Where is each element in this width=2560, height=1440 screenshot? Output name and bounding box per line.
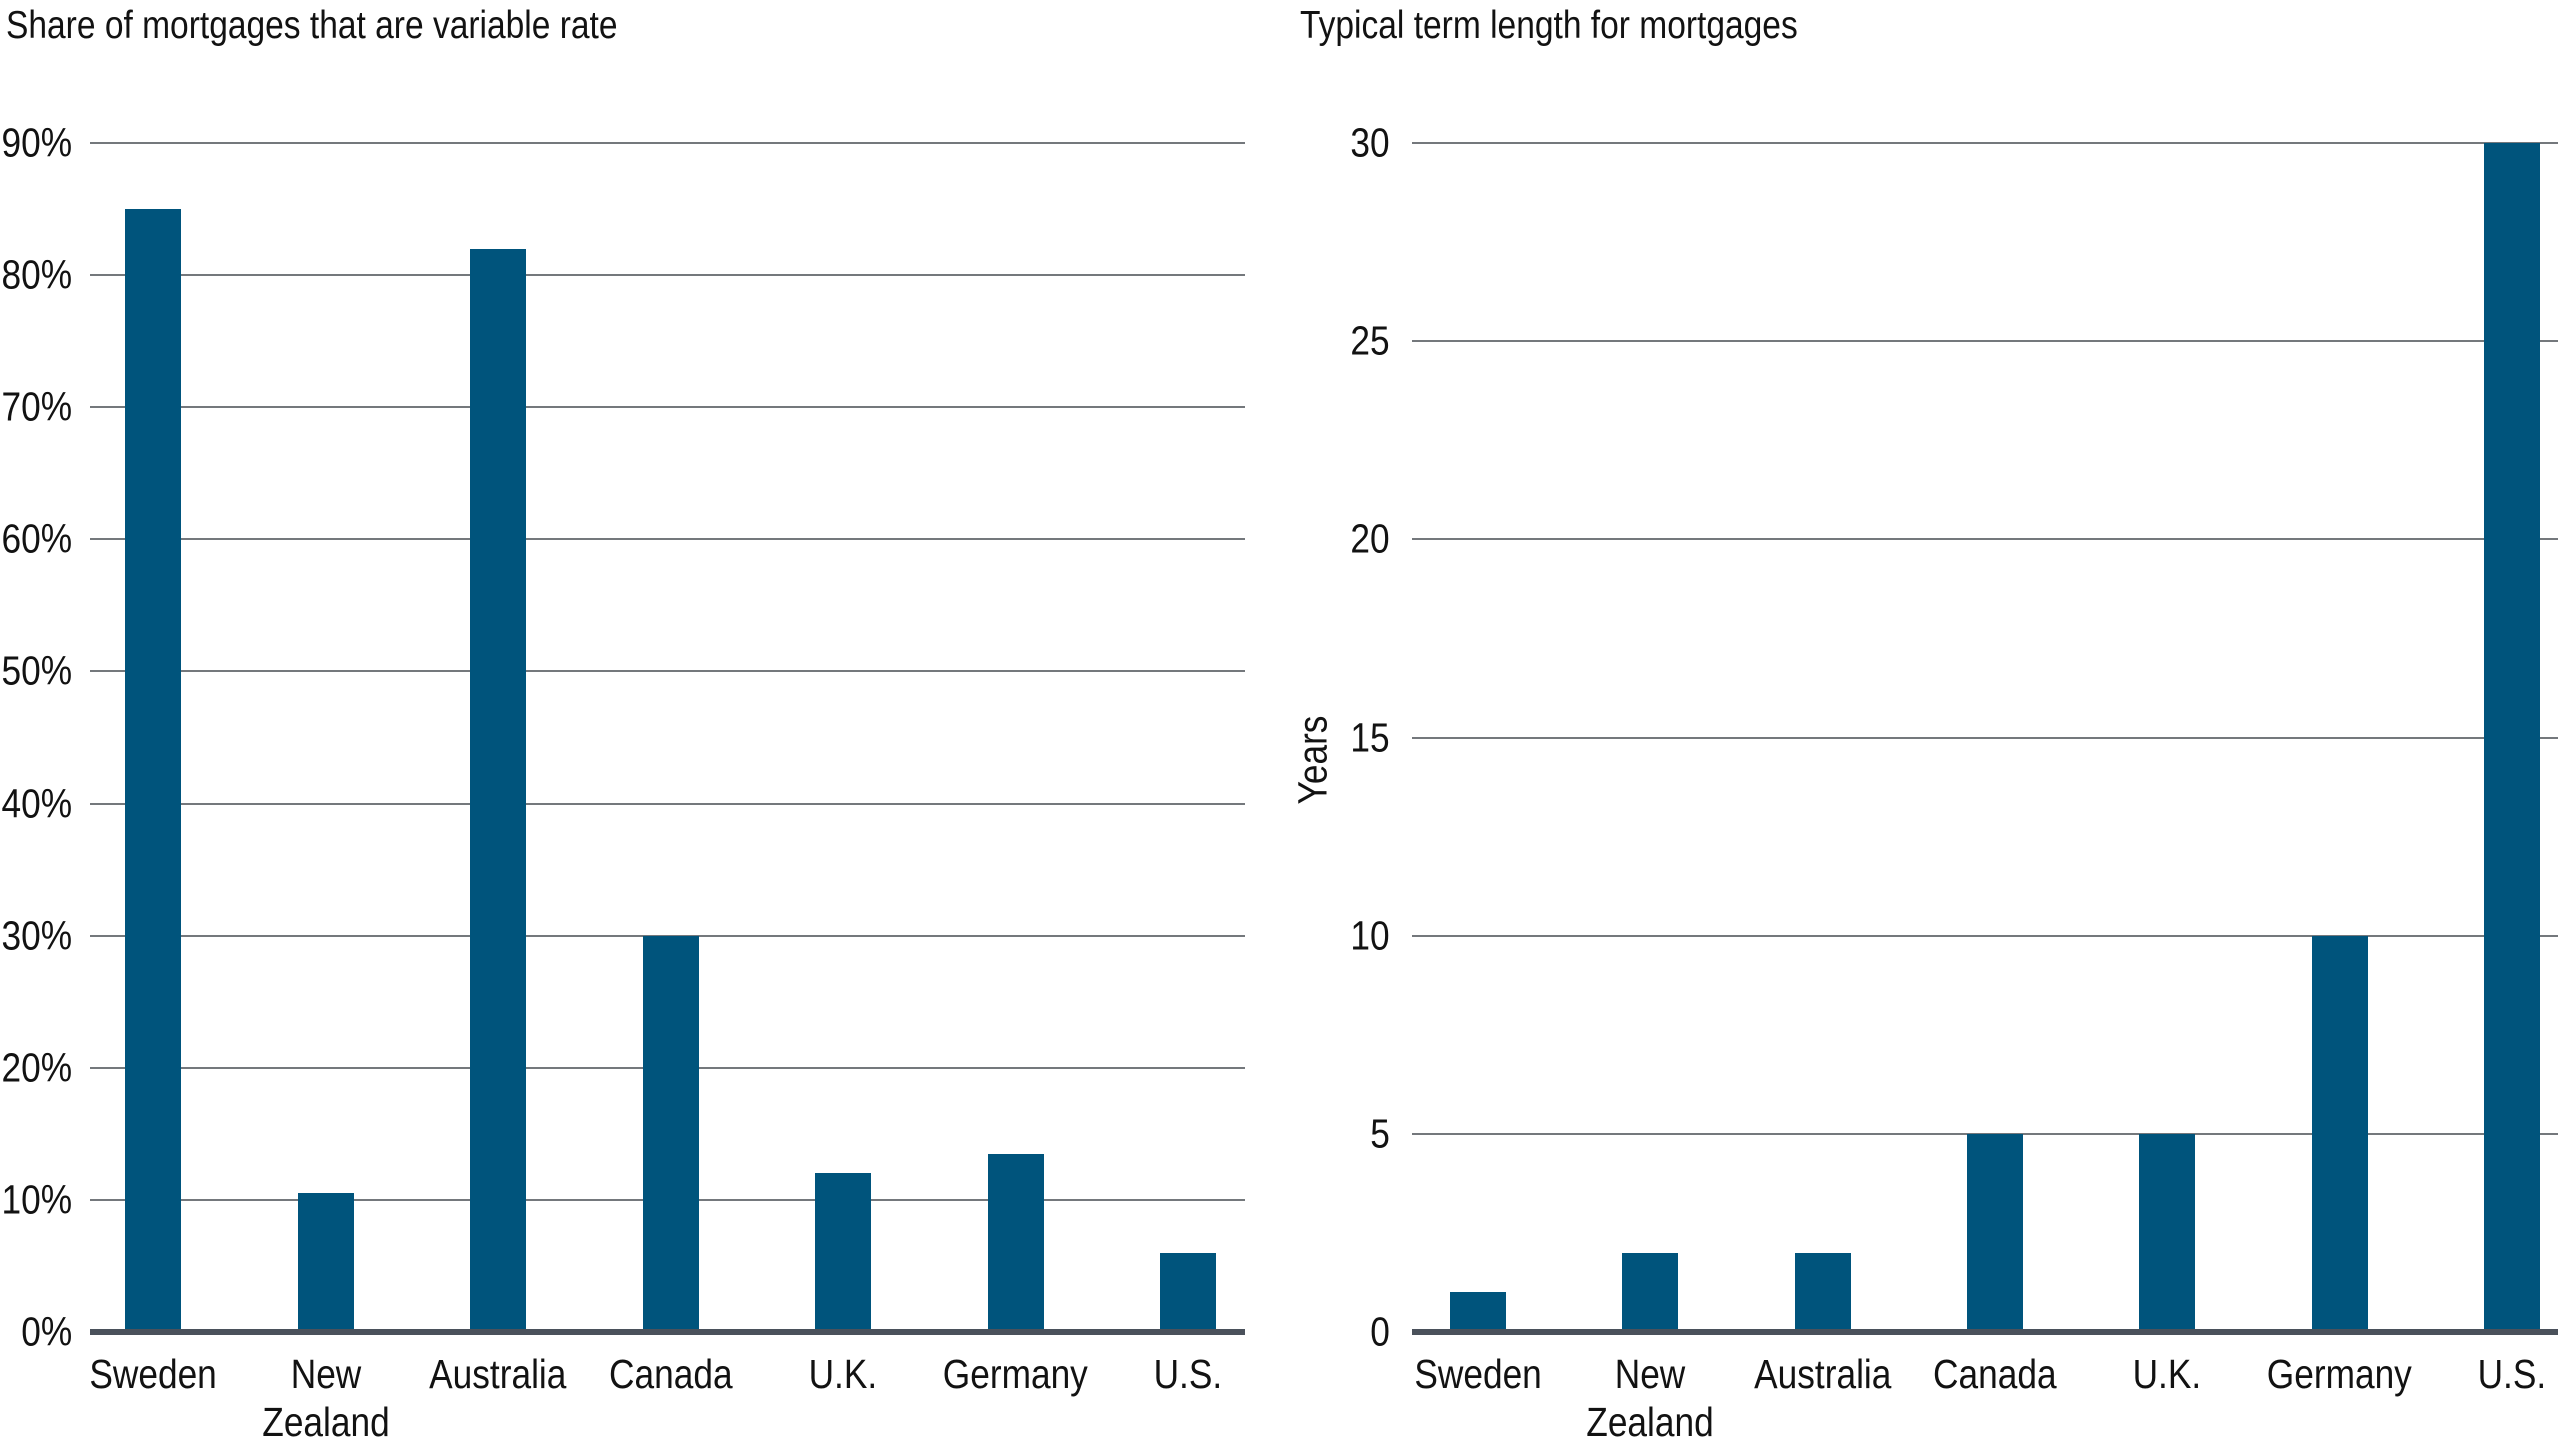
- x-axis-line: [90, 1329, 1245, 1335]
- x-labels-row: Sweden New Zealand Australia Canada U.K. Germ…: [1412, 1350, 2558, 1440]
- y-tick-20: 20%: [1, 1044, 72, 1091]
- gridline-30: [1412, 142, 2558, 144]
- x-label-u-k: U.K.: [2132, 1351, 2202, 1397]
- chart-title: Typical term length for mortgages: [1300, 2, 1879, 51]
- chart-title: Share of mortgages that are variable rat…: [6, 2, 717, 51]
- y-tick-90: 90%: [1, 119, 72, 166]
- plot-area: [1412, 142, 2558, 1335]
- x-label-new-zealand: New Zealand: [1586, 1351, 1715, 1440]
- x-label-u-k: U.K.: [808, 1351, 878, 1397]
- y-axis-ticks: 0% 10% 20% 30% 40% 50% 60% 70% 80% 90%: [0, 122, 72, 1352]
- y-axis-ticks: 0 5 10 15 20 25 30: [1280, 122, 1390, 1352]
- x-labels-row: Sweden New Zealand Australia Canada U.K. Germ…: [89, 1350, 1245, 1440]
- gridline-50: [90, 670, 1245, 673]
- y-tick-30: 30%: [1, 912, 72, 959]
- bar-u-k: [2139, 1133, 2196, 1332]
- bar-canada: [1966, 1133, 2023, 1332]
- x-label-sweden: Sweden: [1414, 1351, 1542, 1397]
- gridline-10: [1412, 934, 2558, 937]
- y-tick-80: 80%: [1, 251, 72, 298]
- y-tick-15: 15: [1350, 714, 1390, 760]
- y-tick-10: 10%: [1, 1176, 72, 1223]
- gridline-80: [90, 274, 1245, 277]
- plot-area: [90, 142, 1245, 1335]
- y-tick-10: 10: [1350, 912, 1390, 959]
- x-axis-line: [1412, 1329, 2558, 1335]
- y-tick-0: 0%: [21, 1308, 72, 1355]
- gridline-25: [1412, 340, 2558, 343]
- bars-row: [90, 143, 1245, 1332]
- bar-new-zealand: [297, 1193, 354, 1332]
- y-tick-30: 30: [1350, 119, 1390, 166]
- bar-germany: [2311, 935, 2368, 1332]
- bar-australia: [1794, 1252, 1851, 1332]
- x-label-sweden: Sweden: [89, 1351, 217, 1397]
- bar-canada: [642, 935, 699, 1332]
- bar-u-s: [2483, 143, 2540, 1332]
- x-label-canada: Canada: [1933, 1351, 2057, 1397]
- bars-row: [1412, 143, 2558, 1332]
- bar-australia: [470, 248, 526, 1332]
- bar-sweden: [1450, 1292, 1506, 1332]
- x-label-germany: Germany: [2266, 1351, 2412, 1397]
- x-label-u-s: U.S.: [1153, 1351, 1223, 1397]
- y-tick-25: 25: [1350, 317, 1390, 364]
- bar-sweden: [125, 209, 181, 1332]
- y-tick-20: 20: [1350, 515, 1390, 562]
- bar-u-s: [1160, 1252, 1216, 1332]
- x-label-australia: Australia: [429, 1351, 567, 1397]
- gridline-40: [90, 802, 1245, 805]
- chart-title-text: Share of mortgages that are variable rat…: [6, 4, 618, 47]
- gridline-90: [90, 142, 1245, 144]
- y-tick-60: 60%: [1, 515, 72, 562]
- x-label-u-s: U.S.: [2477, 1351, 2547, 1397]
- y-tick-40: 40%: [1, 780, 72, 827]
- y-tick-70: 70%: [1, 383, 72, 430]
- y-tick-50: 50%: [1, 647, 72, 694]
- gridline-60: [90, 538, 1245, 541]
- x-label-new-zealand: New Zealand: [261, 1351, 390, 1440]
- gridline-15: [1412, 736, 2558, 739]
- y-tick-5: 5: [1370, 1110, 1390, 1157]
- chart-title-text: Typical term length for mortgages: [1300, 4, 1798, 47]
- x-label-germany: Germany: [942, 1351, 1088, 1397]
- bar-germany: [987, 1153, 1044, 1332]
- y-tick-0: 0: [1370, 1308, 1390, 1355]
- gridline-70: [90, 406, 1245, 409]
- gridline-20: [1412, 538, 2558, 541]
- x-label-canada: Canada: [608, 1351, 733, 1397]
- bar-u-k: [815, 1173, 871, 1332]
- x-label-australia: Australia: [1753, 1351, 1892, 1397]
- bar-new-zealand: [1622, 1252, 1679, 1332]
